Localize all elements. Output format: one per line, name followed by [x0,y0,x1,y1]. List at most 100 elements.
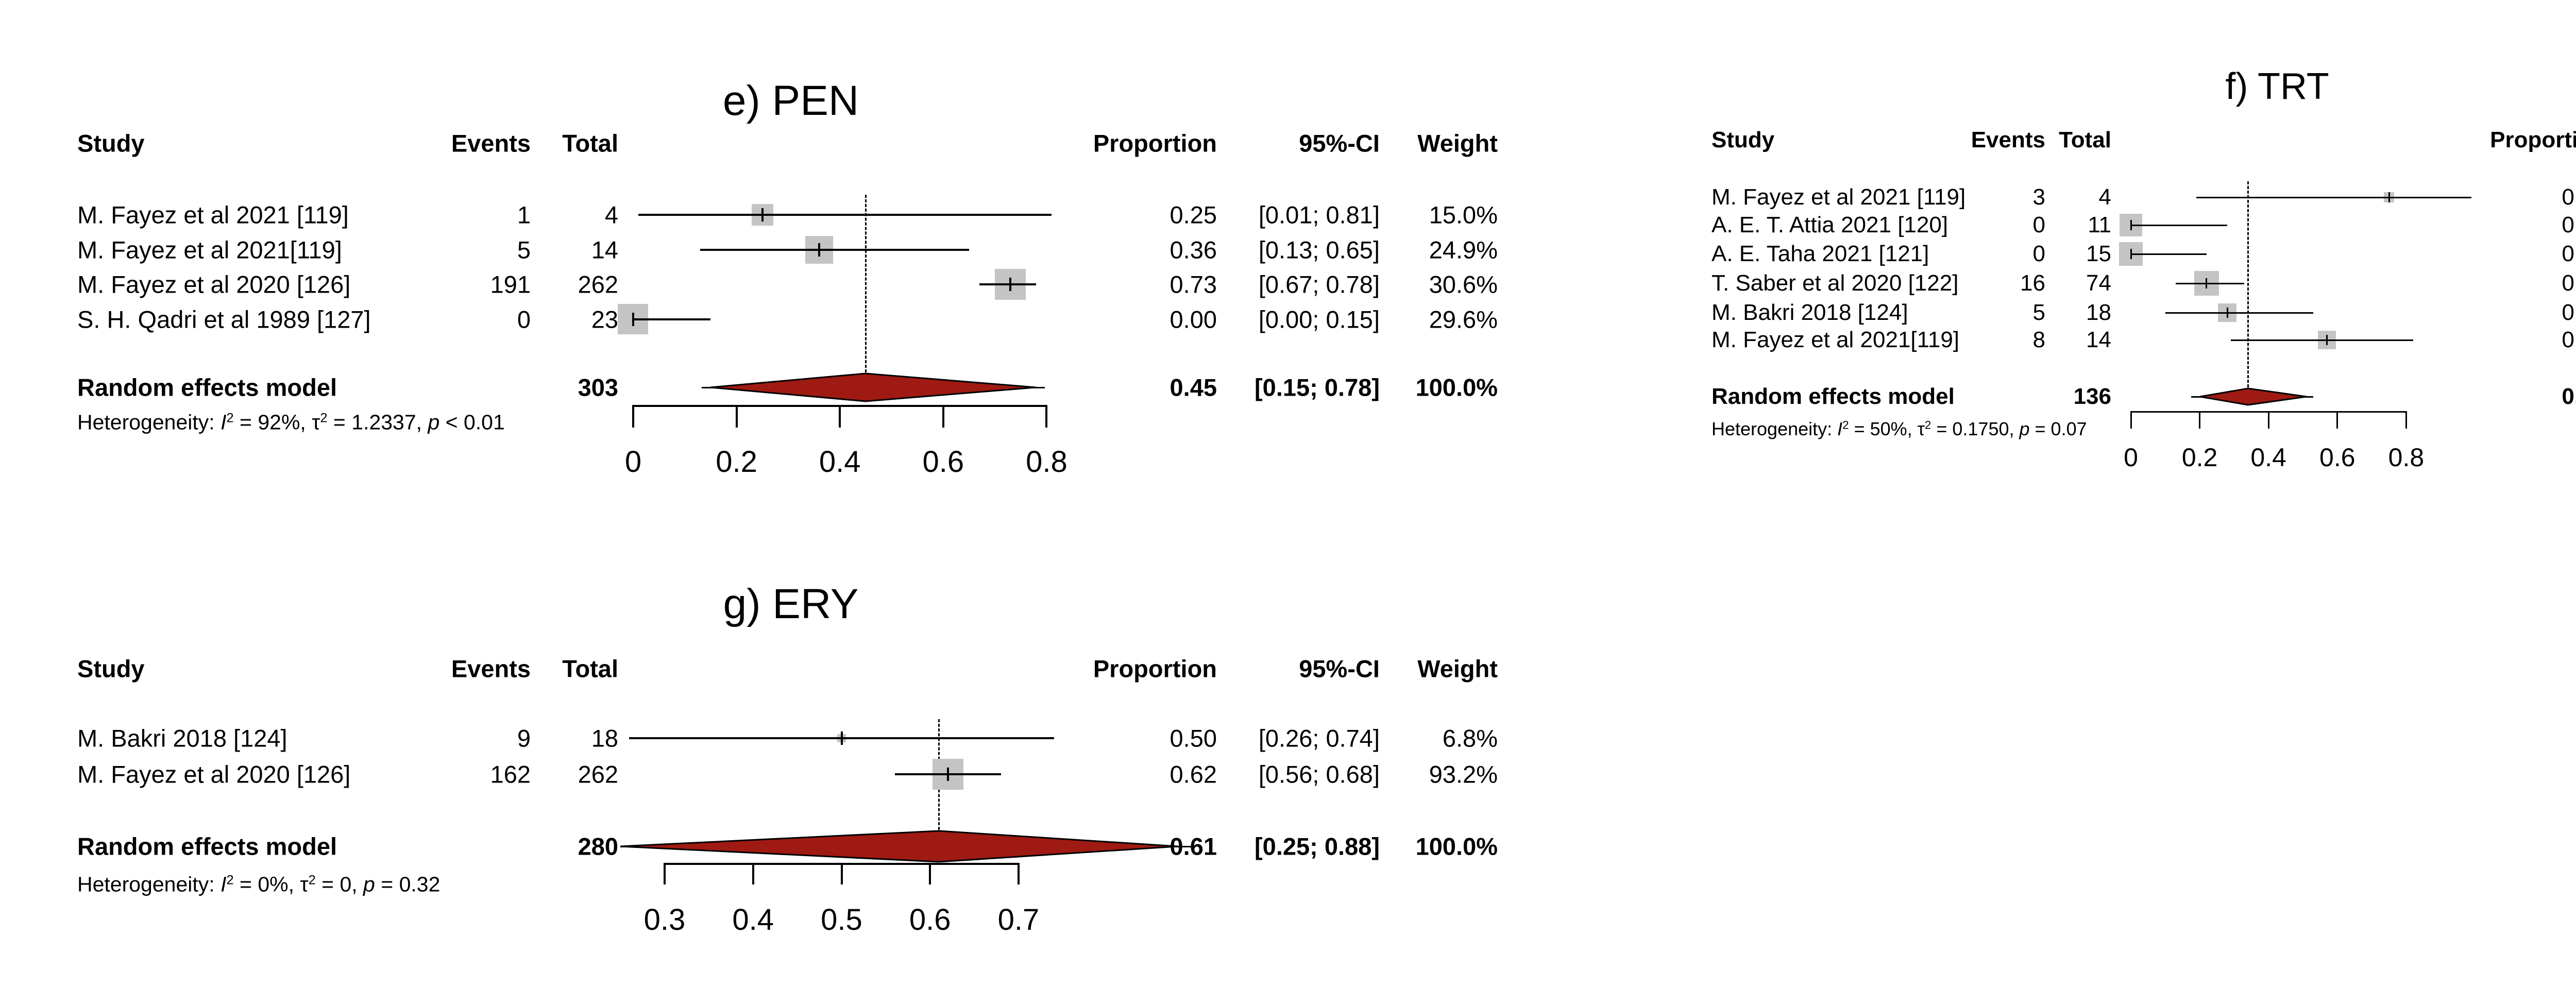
proportion-value: 0.62 [1170,760,1217,788]
panel-g-title: g) ERY [723,581,859,627]
proportion-value: 0.00 [2562,241,2576,266]
p-symbol: p [428,410,440,434]
column-header-proportion: Proportion [2490,127,2576,152]
ci-line [700,249,969,251]
events-value: 5 [2032,300,2045,325]
total-value: 4 [2098,184,2111,210]
axis-tick [735,405,738,428]
total-value: 14 [591,236,618,264]
total-value: 15 [2086,241,2111,266]
axis-tick-label: 0.4 [732,903,774,937]
events-value: 9 [517,724,531,752]
weight-value: 30.6% [1429,270,1498,298]
tau-squared-value: = 0, [315,872,364,896]
column-header-events: Events [1971,127,2045,152]
events-value: 0 [2032,212,2045,237]
i-squared-value: = 50%, [1849,418,1918,439]
summary-proportion: 0.45 [1170,373,1217,401]
point-estimate-tick [2130,249,2132,259]
summary-label: Random effects model [77,832,337,860]
heterogeneity-label: Heterogeneity: [1711,418,1838,439]
axis-tick [2405,411,2407,429]
axis-tick-label: 0.4 [819,445,861,479]
axis-tick-label: 0.2 [716,445,757,479]
proportion-value: 0.22 [2562,270,2576,296]
column-header-ci: 95%-CI [1299,655,1380,683]
axis-tick-label: 0.8 [1026,445,1067,479]
point-estimate-tick [840,731,843,745]
tau-squared-value: = 0.1750, [1931,418,2020,439]
i-squared-superscript: 2 [226,873,234,888]
total-value: 14 [2086,327,2111,352]
point-estimate-tick [946,768,949,781]
tau-squared-superscript: 2 [308,873,316,888]
axis-tick-label: 0.2 [2181,443,2218,472]
i-squared-value: = 92%, [233,410,312,434]
heterogeneity-label: Heterogeneity: [77,410,221,434]
events-value: 162 [490,760,531,788]
i-squared-superscript: 2 [1842,418,1849,432]
panel-f-title: f) TRT [2225,66,2329,107]
axis-tick [839,405,841,428]
ci-line [2165,312,2314,314]
axis-tick-label: 0.3 [643,903,686,937]
study-label: M. Bakri 2018 [124] [1711,300,1908,325]
proportion-value: 0.25 [1170,201,1217,229]
study-label: M. Fayez et al 2021 [119] [1711,184,1966,210]
summary-label: Random effects model [1711,384,1955,409]
heterogeneity-text: Heterogeneity: I2 = 50%, τ2 = 0.1750, p … [1711,418,2087,439]
tau-squared-symbol: τ [312,410,320,434]
axis-tick [840,863,843,884]
heterogeneity-text: Heterogeneity: I2 = 0%, τ2 = 0, p = 0.32 [77,874,440,895]
events-value: 8 [2032,327,2045,352]
summary-total: 303 [578,373,618,401]
weight-value: 29.6% [1429,305,1498,333]
study-label: A. E. T. Attia 2021 [120] [1711,212,1948,237]
axis-tick [632,405,634,428]
axis-tick [1045,405,1048,428]
ci-line [2230,339,2413,341]
study-label: M. Fayez et al 2020 [126] [77,270,351,298]
p-value: < 0.01 [439,410,505,434]
summary-weight: 100.0% [1415,373,1498,401]
point-estimate-tick [2226,308,2228,318]
axis-tick [2199,411,2201,429]
column-header-events: Events [451,129,531,157]
events-value: 1 [517,201,531,229]
i-squared-superscript: 2 [226,411,234,426]
tau-squared-symbol: τ [300,872,309,896]
study-label: S. H. Qadri et al 1989 [127] [77,305,371,333]
study-label: M. Fayez et al 2021[119] [1711,327,1960,352]
events-value: 3 [2032,184,2045,210]
proportion-value: 0.73 [1170,270,1217,298]
summary-diamond-polygon [620,830,1178,863]
point-estimate-tick [632,313,634,326]
ci-value: [0.26; 0.74] [1258,724,1380,752]
summary-label: Random effects model [77,373,337,401]
proportion-value: 0.36 [1170,236,1217,264]
study-label: M. Fayez et al 2021 [119] [77,201,349,229]
column-header-total: Total [2059,127,2111,152]
tau-squared-superscript: 2 [1924,418,1931,432]
weight-value: 15.0% [1429,201,1498,229]
summary-diamond [2199,387,2307,406]
axis-tick-label: 0.6 [922,445,964,479]
axis-tick [2336,411,2338,429]
proportion-value: 0.75 [2562,184,2576,210]
summary-diamond [620,830,1178,863]
ci-value: [0.01; 0.81] [1258,201,1380,229]
study-label: A. E. Taha 2021 [121] [1711,241,1929,266]
summary-diamond-polygon [2199,387,2307,406]
i-squared-symbol: I [1837,418,1843,439]
heterogeneity-label: Heterogeneity: [77,872,221,896]
tau-squared-superscript: 2 [320,411,328,426]
events-value: 0 [2032,241,2045,266]
weight-value: 93.2% [1429,760,1498,788]
column-header-total: Total [562,655,618,683]
study-label: M. Fayez et al 2020 [126] [77,760,351,788]
total-value: 4 [604,201,618,229]
ci-value: [0.00; 0.15] [1258,305,1380,333]
column-header-weight: Weight [1417,129,1498,157]
proportion-value: 0.00 [2562,212,2576,237]
total-value: 262 [578,270,618,298]
